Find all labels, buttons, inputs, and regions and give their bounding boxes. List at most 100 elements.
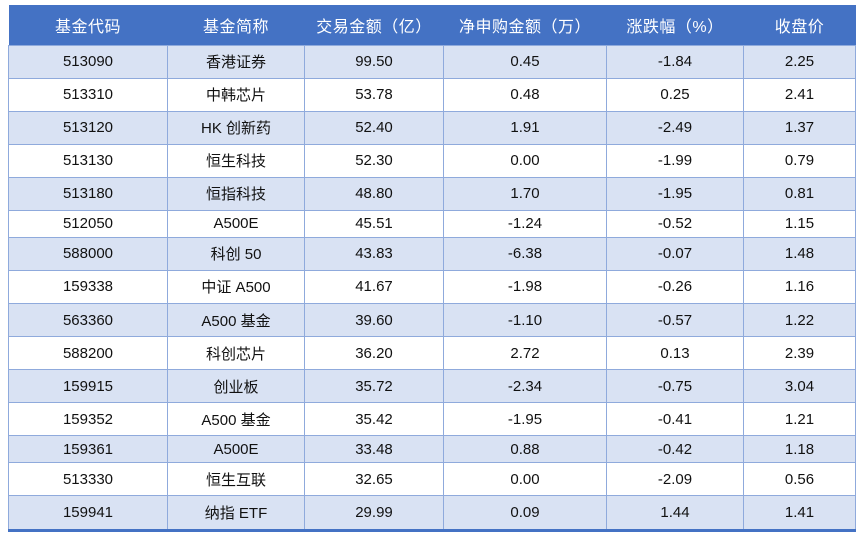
column-header-change-percent: 涨跌幅（%） [606,5,744,45]
table-cell: 39.60 [304,302,444,338]
table-cell: -0.41 [606,402,744,437]
table-row: 513130 恒生科技 52.30 0.00 -1.99 0.79 [8,143,856,178]
table-cell: 99.50 [304,44,444,79]
table-row: 159352 A500 基金 35.42 -1.95 -0.41 1.21 [8,402,856,437]
table-cell: 0.88 [443,435,607,464]
table-cell: 创业板 [167,369,305,404]
table-cell: 0.81 [743,176,856,211]
table-cell: A500 基金 [167,302,305,338]
table-cell: 恒生互联 [167,462,305,497]
table-row: 513330 恒生互联 32.65 0.00 -2.09 0.56 [8,462,856,497]
table-row: 588000 科创 50 43.83 -6.38 -0.07 1.48 [8,236,856,271]
table-cell: 53.78 [304,77,444,112]
table-cell: 512050 [8,209,168,238]
table-cell: -0.26 [606,269,744,304]
table-cell: 588000 [8,236,168,271]
table-cell: 52.30 [304,143,444,178]
table-cell: 513310 [8,77,168,112]
table-row: 512050 A500E 45.51 -1.24 -0.52 1.15 [8,209,856,238]
table-cell: 1.37 [743,110,856,145]
table-cell: -0.57 [606,302,744,338]
table-cell: -2.49 [606,110,744,145]
table-cell: -0.42 [606,435,744,464]
table-row: 563360 A500 基金 39.60 -1.10 -0.57 1.22 [8,302,856,338]
table-cell: -1.24 [443,209,607,238]
table-cell: A500 基金 [167,402,305,437]
table-cell: 52.40 [304,110,444,145]
table-row: 513310 中韩芯片 53.78 0.48 0.25 2.41 [8,77,856,112]
table-cell: 32.65 [304,462,444,497]
table-cell: 513120 [8,110,168,145]
table-cell: 563360 [8,302,168,338]
fund-table: 基金代码 基金简称 交易金额（亿） 净申购金额（万） 涨跌幅（%） 收盘价 51… [8,5,856,532]
header-row: 基金代码 基金简称 交易金额（亿） 净申购金额（万） 涨跌幅（%） 收盘价 [8,5,856,45]
table-cell: 中证 A500 [167,269,305,304]
table-cell: 29.99 [304,495,444,531]
table-cell: A500E [167,209,305,238]
table-cell: -6.38 [443,236,607,271]
table-cell: -1.99 [606,143,744,178]
table-cell: 0.56 [743,462,856,497]
table-cell: 1.18 [743,435,856,464]
table-cell: 588200 [8,336,168,371]
table-row: 513120 HK 创新药 52.40 1.91 -2.49 1.37 [8,110,856,145]
column-header-trade-amount: 交易金额（亿） [304,5,444,45]
fund-table-body: 513090 香港证券 99.50 0.45 -1.84 2.25 513310 中韩芯片 53… [8,44,856,531]
table-cell: 恒指科技 [167,176,305,211]
table-cell: 513130 [8,143,168,178]
table-cell: 0.25 [606,77,744,112]
table-cell: -2.09 [606,462,744,497]
table-cell: 1.22 [743,302,856,338]
table-cell: HK 创新药 [167,110,305,145]
table-cell: 1.91 [443,110,607,145]
table-cell: 0.79 [743,143,856,178]
table-cell: 3.04 [743,369,856,404]
table-cell: -1.98 [443,269,607,304]
table-row: 513090 香港证券 99.50 0.45 -1.84 2.25 [8,44,856,79]
table-cell: 33.48 [304,435,444,464]
table-row: 159915 创业板 35.72 -2.34 -0.75 3.04 [8,369,856,404]
table-cell: 513330 [8,462,168,497]
table-cell: 159338 [8,269,168,304]
table-cell: 2.72 [443,336,607,371]
table-cell: -1.95 [443,402,607,437]
table-cell: 35.42 [304,402,444,437]
table-cell: 43.83 [304,236,444,271]
table-cell: 0.13 [606,336,744,371]
table-cell: 1.44 [606,495,744,531]
table-row: 513180 恒指科技 48.80 1.70 -1.95 0.81 [8,176,856,211]
table-cell: 2.41 [743,77,856,112]
table-cell: 0.45 [443,44,607,79]
table-cell: 2.39 [743,336,856,371]
table-cell: 1.16 [743,269,856,304]
table-row: 588200 科创芯片 36.20 2.72 0.13 2.39 [8,336,856,371]
table-row: 159941 纳指 ETF 29.99 0.09 1.44 1.41 [8,495,856,531]
table-cell: -0.07 [606,236,744,271]
table-cell: 香港证券 [167,44,305,79]
table-cell: 36.20 [304,336,444,371]
table-cell: 48.80 [304,176,444,211]
table-cell: 159361 [8,435,168,464]
table-cell: 1.15 [743,209,856,238]
column-header-net-subscription: 净申购金额（万） [443,5,607,45]
column-header-fund-name: 基金简称 [167,5,305,45]
table-cell: -2.34 [443,369,607,404]
table-row: 159338 中证 A500 41.67 -1.98 -0.26 1.16 [8,269,856,304]
table-cell: 0.48 [443,77,607,112]
table-cell: 1.41 [743,495,856,531]
table-cell: 科创 50 [167,236,305,271]
table-cell: -0.52 [606,209,744,238]
table-cell: A500E [167,435,305,464]
table-cell: 513090 [8,44,168,79]
table-cell: 中韩芯片 [167,77,305,112]
column-header-close-price: 收盘价 [743,5,856,45]
table-cell: 0.09 [443,495,607,531]
table-cell: 45.51 [304,209,444,238]
table-cell: 1.70 [443,176,607,211]
table-cell: 41.67 [304,269,444,304]
column-header-fund-code: 基金代码 [8,5,168,45]
table-cell: -1.10 [443,302,607,338]
table-cell: 159352 [8,402,168,437]
table-cell: 纳指 ETF [167,495,305,531]
table-cell: 159915 [8,369,168,404]
